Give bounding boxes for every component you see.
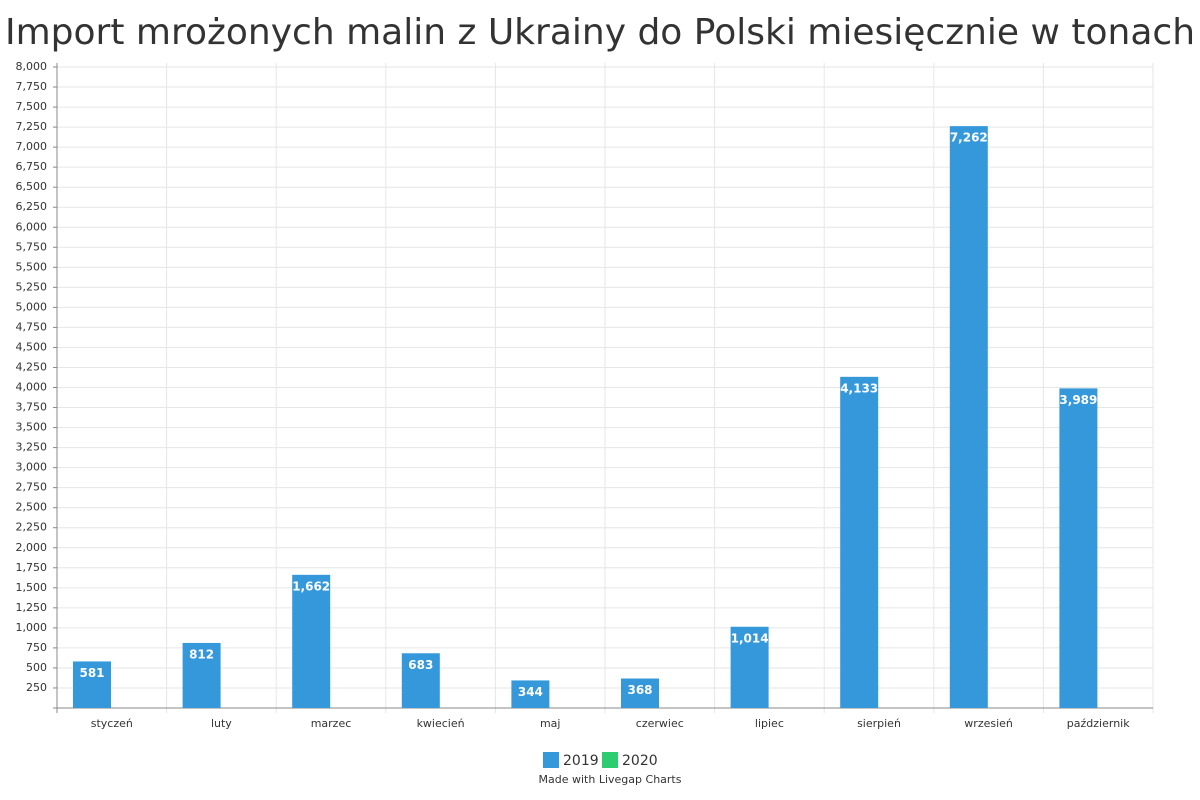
x-tick-label: styczeń bbox=[91, 717, 133, 730]
bar bbox=[73, 661, 111, 708]
y-tick-label: 6,500 bbox=[16, 180, 48, 193]
y-tick-label: 5,500 bbox=[16, 260, 48, 273]
footer: Made with Livegap Charts bbox=[539, 773, 682, 786]
x-tick-label: luty bbox=[211, 717, 232, 730]
y-tick-label: 250 bbox=[26, 681, 47, 694]
bar bbox=[401, 653, 440, 708]
y-tick-label: 3,500 bbox=[16, 421, 48, 434]
y-tick-label: 3,250 bbox=[16, 441, 48, 454]
data-label: 7,262 bbox=[950, 131, 988, 145]
y-tick-label: 3,000 bbox=[16, 461, 48, 474]
y-tick-label: 5,750 bbox=[16, 240, 48, 253]
legend-swatch bbox=[543, 752, 559, 768]
x-tick-label: czerwiec bbox=[636, 717, 684, 730]
y-tick-label: 6,250 bbox=[16, 200, 48, 213]
y-tick-label: 6,750 bbox=[16, 160, 48, 173]
y-tick-label: 4,750 bbox=[16, 320, 48, 333]
data-label: 3,989 bbox=[1059, 393, 1097, 407]
y-tick-label: 5,250 bbox=[16, 280, 48, 293]
y-tick-label: 3,750 bbox=[16, 401, 48, 414]
bar bbox=[1059, 388, 1098, 708]
data-label: 581 bbox=[79, 666, 104, 680]
y-tick-label: 4,250 bbox=[16, 360, 48, 373]
legend-label: 2019 bbox=[563, 753, 599, 769]
bar bbox=[621, 678, 659, 708]
y-tick-label: 7,500 bbox=[16, 100, 48, 113]
bar bbox=[840, 376, 879, 708]
legend-swatch bbox=[602, 752, 618, 768]
x-tick-label: kwiecień bbox=[417, 717, 465, 730]
data-label: 683 bbox=[408, 658, 433, 672]
y-tick-label: 750 bbox=[26, 641, 47, 654]
data-label: 344 bbox=[518, 685, 543, 699]
data-label: 4,133 bbox=[840, 381, 878, 395]
y-tick-label: 2,750 bbox=[16, 481, 48, 494]
y-tick-label: 1,750 bbox=[16, 561, 48, 574]
data-label: 1,662 bbox=[292, 579, 330, 593]
y-tick-label: 5,000 bbox=[16, 300, 48, 313]
y-tick-label: 1,000 bbox=[16, 621, 48, 634]
x-tick-label: lipiec bbox=[755, 717, 784, 730]
bar bbox=[949, 126, 988, 708]
y-tick-label: 2,000 bbox=[16, 541, 48, 554]
chart-title: Import mrożonych malin z Ukrainy do Pols… bbox=[5, 12, 1195, 53]
y-tick-label: 1,250 bbox=[16, 601, 48, 614]
y-tick-label: 500 bbox=[26, 661, 47, 674]
y-tick-label: 1,500 bbox=[16, 581, 48, 594]
data-label: 368 bbox=[627, 683, 652, 697]
y-tick-label: 6,000 bbox=[16, 220, 48, 233]
y-tick-label: 2,250 bbox=[16, 521, 48, 534]
y-tick-label: 7,000 bbox=[16, 140, 48, 153]
bar bbox=[511, 680, 550, 708]
x-tick-label: maj bbox=[540, 717, 561, 730]
x-tick-label: marzec bbox=[311, 717, 352, 730]
bar bbox=[182, 642, 221, 708]
x-tick-label: sierpień bbox=[857, 717, 901, 730]
y-tick-label: 8,000 bbox=[16, 60, 48, 73]
y-tick-label: 7,750 bbox=[16, 80, 48, 93]
data-label: 812 bbox=[189, 647, 214, 661]
bar bbox=[292, 574, 331, 708]
x-tick-label: październik bbox=[1067, 717, 1130, 730]
y-tick-label: 4,000 bbox=[16, 381, 48, 394]
legend-label: 2020 bbox=[622, 753, 658, 769]
y-tick-label: 2,500 bbox=[16, 501, 48, 514]
y-tick-label: 7,250 bbox=[16, 120, 48, 133]
y-tick-label: 4,500 bbox=[16, 340, 48, 353]
bar bbox=[730, 626, 769, 708]
x-tick-label: wrzesień bbox=[964, 717, 1013, 730]
data-label: 1,014 bbox=[731, 631, 769, 645]
